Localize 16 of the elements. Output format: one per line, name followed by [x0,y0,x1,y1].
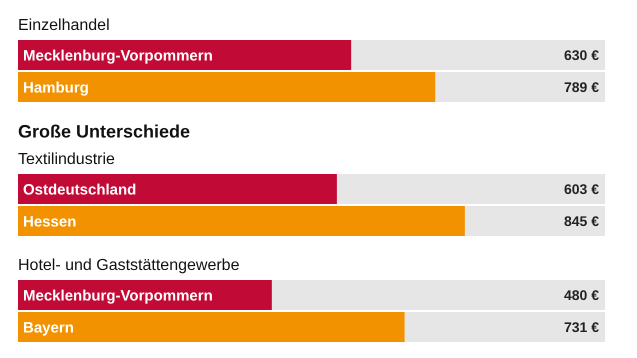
y-tick-label: Hessen [23,213,76,230]
data-label: 789 € [564,78,600,95]
y-tick-label: Ostdeutschland [23,181,136,198]
y-tick-label: Bayern [23,319,74,336]
data-label: 630 € [564,46,600,63]
annotation: Große Unterschiede [18,122,190,142]
y-tick-label: Mecklenburg-Vorpommern [23,47,213,64]
data-label: 731 € [564,318,600,335]
data-label: 603 € [564,180,600,197]
annotation: Hotel- und Gaststättengewerbe [18,257,240,275]
data-label: 480 € [564,286,600,303]
data-label: 845 € [564,212,600,229]
annotation: Textilindustrie [18,151,115,169]
y-tick-label: Mecklenburg-Vorpommern [23,287,213,304]
y-tick-label: Hamburg [23,79,89,96]
annotation: Einzelhandel [18,17,110,35]
